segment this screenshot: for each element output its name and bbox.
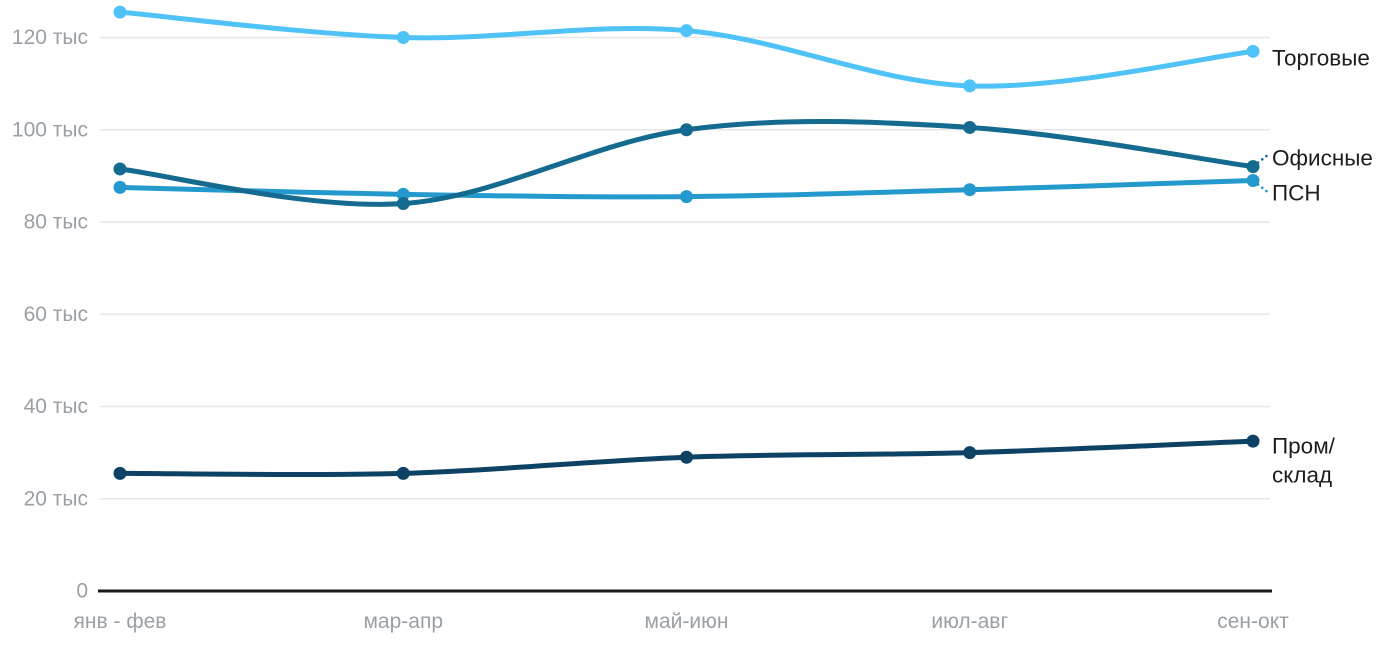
series-label-torgovye: Торговые: [1272, 46, 1370, 71]
data-point-ofisnye[interactable]: [396, 197, 410, 211]
data-point-ofisnye[interactable]: [680, 123, 693, 137]
data-point-ofisnye[interactable]: [1246, 160, 1260, 174]
data-point-psn[interactable]: [680, 190, 693, 204]
data-point-prom_sklad[interactable]: [963, 446, 977, 460]
label-connector-psn: [1256, 183, 1269, 193]
x-axis-tick-label: июл-авг: [931, 610, 1008, 633]
y-axis-tick-label: 100 тыс: [12, 118, 88, 141]
data-point-torgovye[interactable]: [680, 24, 693, 38]
y-axis-tick-label: 120 тыс: [12, 26, 88, 49]
data-point-prom_sklad[interactable]: [1246, 434, 1260, 448]
data-point-torgovye[interactable]: [1246, 44, 1260, 58]
label-connector-ofisnye: [1256, 154, 1269, 164]
series-label-ofisnye: Офисные: [1272, 146, 1373, 171]
data-point-psn[interactable]: [396, 187, 410, 201]
y-axis-tick-label: 80 тыс: [24, 211, 88, 234]
x-axis-tick-label: янв - фев: [74, 610, 167, 633]
y-axis-tick-label: 0: [76, 580, 88, 603]
series-line-torgovye: [117, 9, 1256, 89]
data-point-torgovye[interactable]: [963, 79, 977, 93]
data-point-prom_sklad[interactable]: [680, 450, 693, 464]
x-axis-tick-label: сен-окт: [1217, 610, 1289, 633]
series-label-psn: ПСН: [1272, 181, 1321, 206]
data-point-ofisnye[interactable]: [113, 162, 127, 176]
x-axis-tick-label: май-июн: [645, 610, 729, 633]
y-axis-tick-label: 60 тыс: [24, 303, 88, 326]
data-point-prom_sklad[interactable]: [113, 466, 127, 480]
series-label-prom_sklad: склад: [1272, 463, 1332, 488]
data-point-torgovye[interactable]: [396, 31, 410, 44]
series-label-prom_sklad: Пром/: [1272, 434, 1336, 459]
y-axis-tick-label: 20 тыс: [24, 487, 88, 510]
data-point-torgovye[interactable]: [113, 5, 127, 19]
x-axis-tick-label: мар-апр: [363, 610, 443, 633]
data-point-psn[interactable]: [963, 183, 977, 197]
data-point-prom_sklad[interactable]: [396, 466, 410, 480]
y-axis-tick-label: 40 тыс: [24, 395, 88, 418]
data-point-psn[interactable]: [1246, 173, 1260, 187]
data-point-psn[interactable]: [113, 180, 127, 194]
data-point-ofisnye[interactable]: [963, 120, 977, 134]
